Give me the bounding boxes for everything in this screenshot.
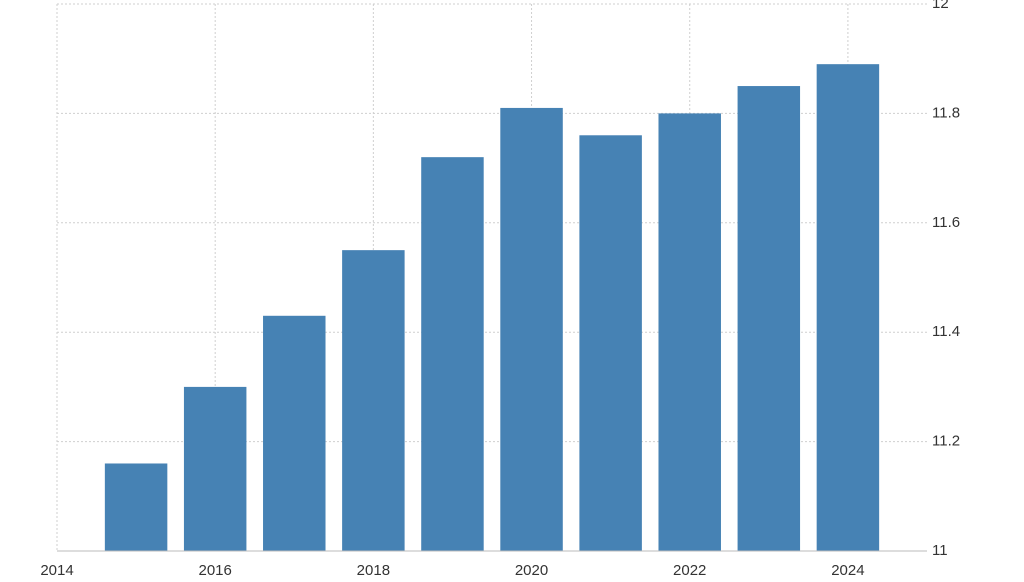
bar xyxy=(263,315,326,551)
bar xyxy=(579,135,642,551)
x-tick-label: 2020 xyxy=(515,562,548,579)
x-tick-label: 2016 xyxy=(198,562,231,579)
x-tick-label: 2024 xyxy=(831,562,864,579)
y-tick-label: 11.2 xyxy=(932,433,960,450)
bar xyxy=(500,107,563,552)
bar xyxy=(421,157,484,551)
x-tick-label: 2018 xyxy=(357,562,390,579)
x-tick-label: 2022 xyxy=(673,562,706,579)
bar xyxy=(104,463,168,551)
bar xyxy=(183,386,247,551)
bar xyxy=(658,113,721,552)
y-tick-label: 11.6 xyxy=(932,214,960,231)
x-tick-label: 2014 xyxy=(40,562,73,579)
y-tick-label: 12 xyxy=(932,0,949,12)
bar xyxy=(342,250,405,551)
bar xyxy=(737,86,801,552)
y-tick-label: 11 xyxy=(932,542,948,559)
y-tick-label: 11.4 xyxy=(932,323,960,340)
bar xyxy=(816,64,880,552)
y-tick-label: 11.8 xyxy=(932,104,960,121)
